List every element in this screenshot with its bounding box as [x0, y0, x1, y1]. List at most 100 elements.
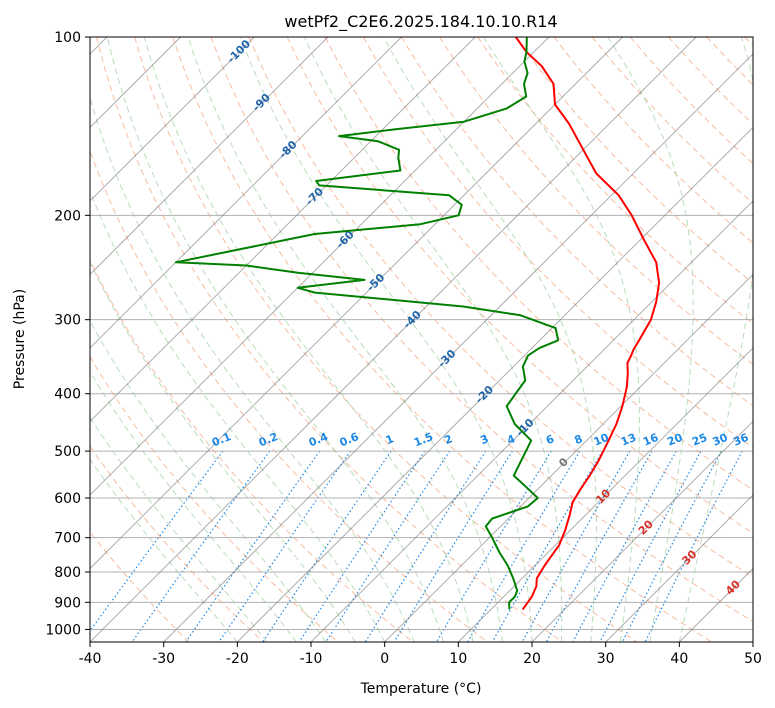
mixing-ratio-line: [218, 450, 351, 642]
dry-adiabat: [706, 37, 753, 86]
moist-adiabats: [90, 37, 753, 642]
isotherm-line: [531, 420, 753, 642]
mixing-ratio-line: [545, 450, 653, 642]
mixing-ratio-label: 6: [544, 432, 556, 447]
moist-adiabat: [483, 37, 640, 642]
x-tick-label: 50: [744, 651, 762, 667]
x-tick-label: 30: [597, 651, 615, 667]
isotherm-label: 20: [636, 517, 656, 537]
mixing-ratio-label: 3: [479, 432, 491, 447]
mixing-ratio-line: [393, 450, 513, 642]
mixing-ratio-line: [325, 450, 451, 642]
dry-adiabats: [90, 37, 753, 642]
mixing-ratio-label: 0.4: [307, 430, 330, 449]
isotherm-line: [163, 53, 753, 642]
isotherm-label: -70: [303, 185, 326, 208]
moist-adiabat: [187, 37, 503, 642]
y-tick-label: 800: [54, 565, 81, 581]
dry-adiabat: [90, 259, 414, 642]
dry-adiabat: [553, 37, 753, 244]
mixing-ratio-line: [572, 450, 677, 642]
x-tick-label: 20: [523, 651, 541, 667]
x-tick-label: -10: [300, 651, 323, 667]
isotherm-label: 10: [593, 486, 613, 506]
dry-adiabat: [248, 37, 753, 578]
moist-adiabat: [143, 37, 474, 642]
x-tick-label: -20: [226, 651, 249, 667]
isotherm-line: [90, 37, 402, 349]
moist-adiabat: [90, 260, 356, 642]
dry-adiabat: [90, 531, 190, 642]
temperature-profile: [514, 37, 661, 610]
mixing-ratio-line: [599, 450, 702, 642]
contour-labels: -100-90-80-70-60-50-40-30-20-10010203040…: [210, 37, 751, 598]
isotherm-line: [310, 200, 753, 642]
mixing-ratio-line: [90, 450, 224, 632]
isotherm-line: [752, 641, 753, 642]
moist-adiabat: [90, 319, 327, 642]
skewed-isotherms: [90, 37, 753, 642]
isotherm-line: [90, 37, 623, 570]
pressure-gridlines: [90, 37, 753, 630]
moist-adiabat: [303, 37, 563, 642]
dry-adiabat: [477, 37, 753, 325]
plot-border: [89, 36, 754, 643]
isotherm-label: 30: [679, 547, 699, 567]
isotherm-line: [90, 37, 329, 276]
isotherm-line: [90, 37, 476, 423]
dry-adiabat: [324, 37, 753, 491]
mixing-ratio-label: 25: [690, 431, 709, 449]
dry-adiabat: [90, 355, 339, 642]
moist-adiabat: [607, 37, 694, 642]
isotherm-line: [457, 347, 753, 642]
isotherm-line: [90, 37, 697, 642]
moist-adiabat: [240, 37, 533, 642]
moist-adiabat: [106, 37, 445, 642]
y-tick-label: 300: [54, 313, 81, 329]
x-tick-label: 10: [449, 651, 467, 667]
mixing-ratio-line: [521, 450, 631, 642]
mixing-ratio-label: 20: [665, 431, 684, 449]
x-tick-label: 40: [670, 651, 688, 667]
x-axis-label: Temperature (°C): [360, 681, 482, 697]
plot-frame: [89, 36, 754, 643]
dry-adiabat: [286, 37, 753, 534]
moist-adiabat: [90, 189, 386, 642]
moist-adiabat: [383, 37, 597, 642]
x-tick-label: -40: [79, 651, 102, 667]
mixing-ratio-line: [262, 450, 392, 642]
mixing-ratio-label: 0.1: [210, 430, 233, 449]
isotherm-label: -100: [225, 37, 254, 66]
x-tick-label: -30: [152, 651, 175, 667]
mixing-ratio-label: 36: [731, 431, 750, 449]
mixing-ratio-label: 2: [442, 432, 454, 447]
x-tick-label: 0: [380, 651, 389, 667]
moist-adiabat: [90, 416, 268, 642]
mixing-ratio-line: [364, 450, 487, 642]
isotherm-label: -20: [473, 383, 496, 406]
mixing-ratio-line: [644, 450, 743, 642]
isotherm-line: [605, 494, 753, 642]
dry-adiabat: [439, 37, 753, 366]
y-tick-label: 200: [54, 208, 81, 224]
mixing-ratio-line: [466, 450, 581, 642]
dry-adiabat: [90, 149, 488, 642]
moist-adiabat: [90, 458, 238, 642]
dry-adiabat: [134, 37, 638, 642]
isotherm-line: [90, 37, 255, 202]
mixing-ratio-line: [621, 450, 722, 642]
mixing-ratio-label: 30: [711, 431, 730, 449]
isotherm-label: 0: [556, 455, 571, 470]
mixing-ratio-label: 0.2: [257, 430, 280, 449]
mixing-ratio-label: 0.6: [338, 430, 361, 449]
chart-title: wetPf2_C2E6.2025.184.10.10.R14: [284, 12, 557, 32]
moist-adiabat: [90, 95, 415, 642]
dry-adiabat: [90, 445, 264, 642]
y-tick-label: 900: [54, 595, 81, 611]
dry-adiabat: [668, 37, 753, 125]
y-tick-label: 700: [54, 531, 81, 547]
dry-adiabat: [591, 37, 753, 204]
isotherm-line: [90, 37, 550, 496]
moist-adiabat: [678, 37, 753, 642]
